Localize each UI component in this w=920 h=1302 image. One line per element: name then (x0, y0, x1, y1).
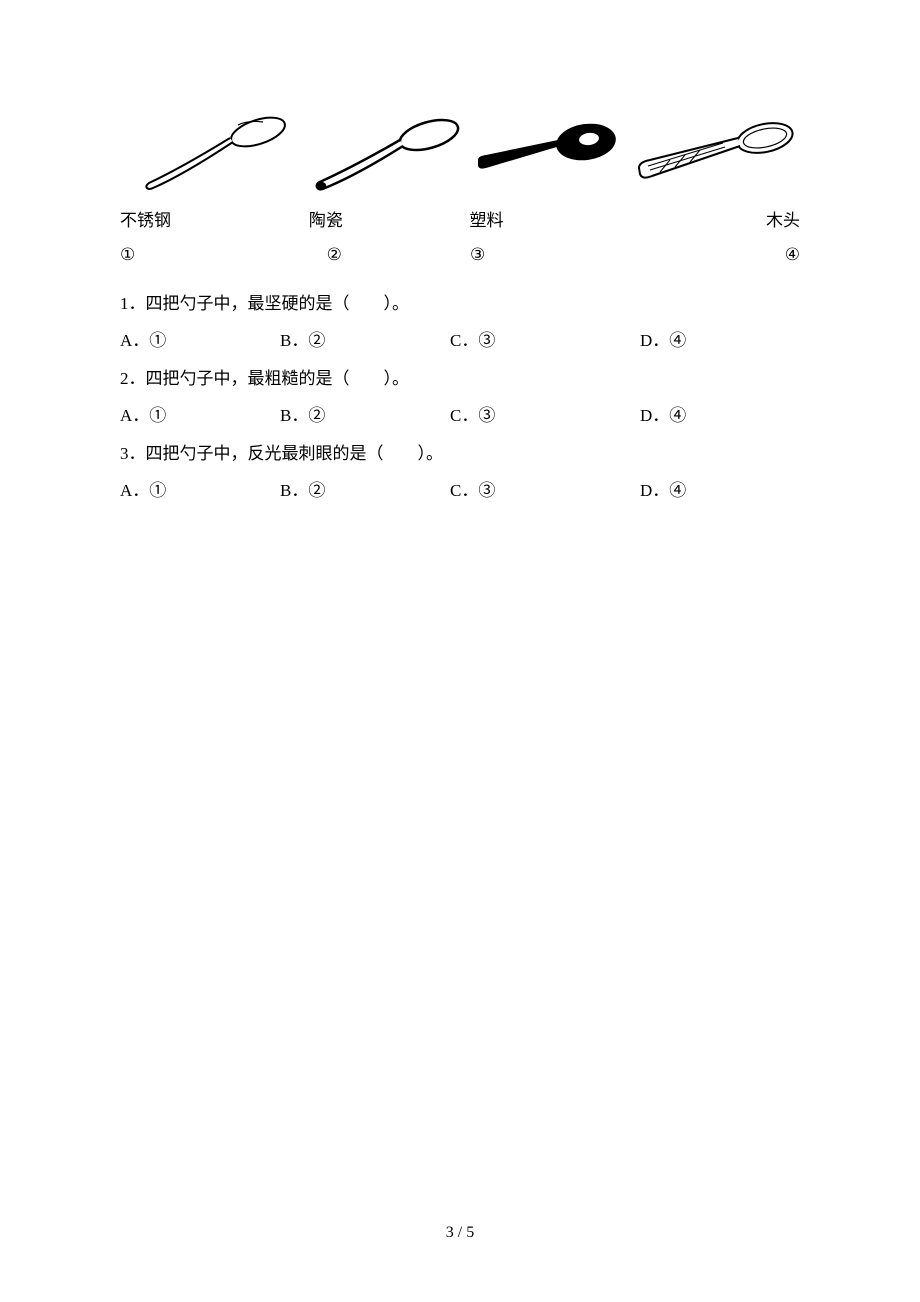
spoon-steel-icon (133, 110, 293, 200)
material-label-3: 塑料 (469, 208, 677, 234)
spoon-illustrations-row (120, 100, 800, 200)
question-2-options: A．① B．② C．③ D．④ (120, 397, 800, 434)
number-labels-row: ① ② ③ ④ (120, 242, 800, 268)
question-2-stem: 2．四把勺子中，最粗糙的是（ ）。 (120, 360, 800, 397)
q3-option-d[interactable]: D．④ (640, 472, 770, 509)
question-3-options: A．① B．② C．③ D．④ (120, 472, 800, 509)
material-label-4: 木头 (677, 208, 800, 234)
q3-option-c[interactable]: C．③ (450, 472, 640, 509)
question-1-stem: 1．四把勺子中，最坚硬的是（ ）。 (120, 285, 800, 322)
q1-option-c[interactable]: C．③ (450, 322, 640, 359)
q2-option-b[interactable]: B．② (280, 397, 450, 434)
spoon-1-steel (120, 110, 307, 200)
question-1-options: A．① B．② C．③ D．④ (120, 322, 800, 359)
spoon-2-ceramic (307, 110, 467, 200)
spoon-plastic-icon (468, 110, 628, 200)
material-label-2: 陶瓷 (309, 208, 470, 234)
material-label-1: 不锈钢 (120, 208, 309, 234)
q1-option-d[interactable]: D．④ (640, 322, 770, 359)
q1-option-b[interactable]: B．② (280, 322, 450, 359)
number-label-4: ④ (677, 242, 800, 268)
spoon-ceramic-icon (307, 110, 467, 200)
q3-option-a[interactable]: A．① (120, 472, 280, 509)
spoon-3-plastic (467, 110, 630, 200)
question-3-stem: 3．四把勺子中，反光最刺眼的是（ ）。 (120, 435, 800, 472)
q2-option-c[interactable]: C．③ (450, 397, 640, 434)
q3-option-b[interactable]: B．② (280, 472, 450, 509)
questions-block: 1．四把勺子中，最坚硬的是（ ）。 A．① B．② C．③ D．④ 2．四把勺子… (120, 285, 800, 509)
material-labels-row: 不锈钢 陶瓷 塑料 木头 (120, 208, 800, 234)
page-number: 3 / 5 (0, 1224, 920, 1242)
spoon-4-wood (630, 110, 800, 200)
number-label-3: ③ (470, 242, 677, 268)
worksheet-content: 不锈钢 陶瓷 塑料 木头 ① ② ③ ④ 1．四把勺子中，最坚硬的是（ ）。 A… (120, 100, 800, 509)
q2-option-d[interactable]: D．④ (640, 397, 770, 434)
number-label-2: ② (309, 242, 470, 268)
q1-option-a[interactable]: A．① (120, 322, 280, 359)
number-label-1: ① (120, 242, 309, 268)
q2-option-a[interactable]: A．① (120, 397, 280, 434)
spoon-wood-icon (630, 110, 800, 200)
